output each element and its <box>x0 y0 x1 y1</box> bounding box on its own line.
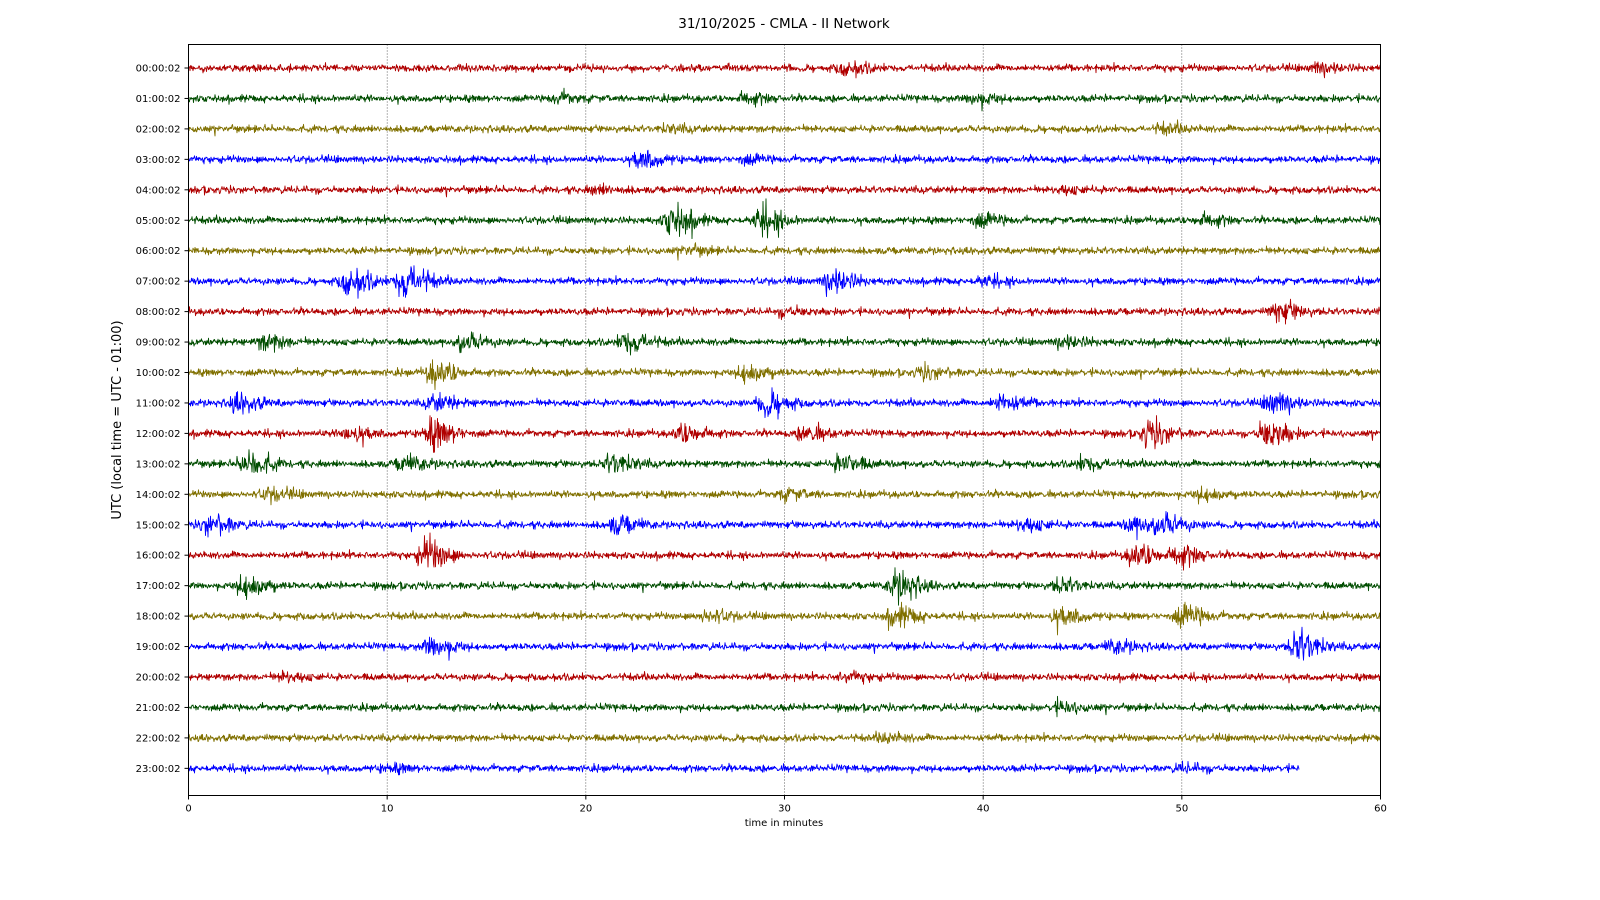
trace-14-00-02 <box>188 485 1381 506</box>
y-tick-label: 12:00:02 <box>136 429 181 440</box>
trace-20-00-02 <box>188 669 1381 685</box>
traces <box>188 60 1381 776</box>
y-tick-label: 16:00:02 <box>136 551 181 562</box>
trace-23-00-02 <box>188 760 1300 776</box>
grid-lines <box>386 44 1183 796</box>
trace-21-00-02 <box>188 695 1381 718</box>
trace-06-00-02 <box>188 242 1381 261</box>
x-tick-labels: 0 10 20 30 40 50 60 <box>185 795 1387 815</box>
trace-07-00-02 <box>188 265 1381 299</box>
y-tick-label: 13:00:02 <box>136 459 181 470</box>
y-tick-label: 00:00:02 <box>136 64 181 75</box>
x-tick-label: 30 <box>778 804 791 815</box>
x-tick-label: 50 <box>1175 804 1188 815</box>
x-tick-label: 10 <box>381 804 394 815</box>
trace-05-00-02 <box>188 198 1381 240</box>
y-tick-label: 14:00:02 <box>136 490 181 501</box>
trace-09-00-02 <box>188 331 1381 356</box>
y-tick-label: 15:00:02 <box>136 520 181 531</box>
trace-10-00-02 <box>188 359 1381 391</box>
y-tick-label: 18:00:02 <box>136 612 181 623</box>
y-tick-label: 17:00:02 <box>136 581 181 592</box>
y-tick-label: 08:00:02 <box>136 307 181 318</box>
y-tick-label: 22:00:02 <box>136 733 181 744</box>
trace-04-00-02 <box>188 182 1381 198</box>
x-tick-label: 40 <box>977 804 990 815</box>
trace-02-00-02 <box>188 119 1381 137</box>
x-tick-label: 0 <box>185 804 191 815</box>
y-tick-label: 06:00:02 <box>136 246 181 257</box>
y-axis-label: UTC (local time = UTC - 01:00) <box>110 320 125 519</box>
trace-01-00-02 <box>188 87 1381 112</box>
y-tick-label: 03:00:02 <box>136 155 181 166</box>
chart-title: 31/10/2025 - CMLA - II Network <box>678 16 890 32</box>
y-tick-label: 05:00:02 <box>136 216 181 227</box>
y-tick-label: 20:00:02 <box>136 673 181 684</box>
x-tick-label: 60 <box>1374 804 1387 815</box>
trace-12-00-02 <box>188 415 1381 453</box>
y-tick-label: 10:00:02 <box>136 368 181 379</box>
trace-00-00-02 <box>188 60 1381 79</box>
x-tick-label: 20 <box>579 804 592 815</box>
y-tick-label: 11:00:02 <box>136 398 181 409</box>
trace-13-00-02 <box>188 449 1381 474</box>
y-tick-label: 21:00:02 <box>136 703 181 714</box>
y-tick-label: 09:00:02 <box>136 338 181 349</box>
y-tick-label: 01:00:02 <box>136 94 181 105</box>
y-tick-label: 02:00:02 <box>136 124 181 135</box>
trace-18-00-02 <box>188 601 1381 636</box>
trace-22-00-02 <box>188 730 1381 745</box>
x-axis-label: time in minutes <box>745 818 824 829</box>
trace-08-00-02 <box>188 298 1381 325</box>
trace-19-00-02 <box>188 626 1381 661</box>
trace-17-00-02 <box>188 567 1381 606</box>
y-tick-labels: 00:00:02 01:00:02 02:00:02 03:00:02 04:00:02… <box>136 64 189 775</box>
y-tick-label: 23:00:02 <box>136 764 181 775</box>
trace-03-00-02 <box>188 149 1381 169</box>
y-tick-label: 04:00:02 <box>136 185 181 196</box>
trace-15-00-02 <box>188 511 1381 541</box>
y-tick-label: 07:00:02 <box>136 277 181 288</box>
trace-16-00-02 <box>188 532 1381 571</box>
y-tick-label: 19:00:02 <box>136 642 181 653</box>
trace-11-00-02 <box>188 387 1381 420</box>
